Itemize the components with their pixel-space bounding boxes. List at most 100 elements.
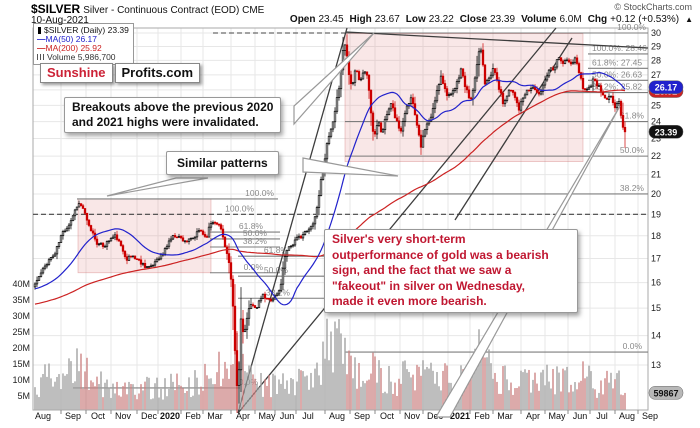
month-label: Sep: [642, 411, 658, 421]
month-label: Jul: [302, 411, 314, 421]
price-tick-label: 13: [651, 360, 661, 370]
price-tick-label: 19: [651, 209, 661, 219]
quote-volume-value: 6.0M: [559, 14, 582, 25]
month-label: Jun: [280, 411, 295, 421]
volume-tick-label: 10M: [12, 375, 30, 385]
fib-label: 100.0%: [617, 22, 646, 32]
ma50-badge: 26.17: [648, 80, 684, 94]
quote-open-value: 23.45: [318, 14, 344, 25]
quote-close-value: 23.39: [490, 14, 516, 25]
volume-tick-label: 35M: [12, 295, 30, 305]
price-tick-label: 22: [651, 151, 661, 161]
price-tick-label: 21: [651, 170, 661, 180]
month-label: Nov: [404, 411, 421, 421]
pattern-box: [77, 198, 212, 274]
volume-badge: 59867: [648, 386, 684, 400]
month-label: Aug: [619, 411, 635, 421]
callout-tail-breakouts: [293, 32, 375, 126]
quote-chg-value: +0.12 (+0.53%): [610, 14, 680, 25]
logo-sunshine: Sunshine: [40, 63, 113, 83]
quote-low-label: Low: [405, 14, 426, 25]
fib-label: 61.8%: 27.45: [592, 57, 642, 67]
quote-chg-label: Chg: [587, 14, 608, 25]
month-label: Aug: [35, 411, 51, 421]
legend-symbol-line: $SILVER (Daily) 23.39: [44, 25, 129, 35]
month-label: Apr: [526, 411, 540, 421]
fib-label: 100.0%: 28.46: [592, 43, 647, 53]
price-tick-label: 30: [651, 28, 661, 38]
quote-volume-label: Volume: [521, 14, 557, 25]
symbol-description: Silver - Continuous Contract (EOD) CME: [83, 5, 265, 16]
legend-ma50: MA(50) 26.17: [45, 34, 98, 44]
fib-label: 38.2%: [243, 236, 268, 246]
copyright: © StockCharts.com: [614, 2, 692, 12]
fib-label: 61.8%: [264, 245, 289, 255]
chart-legend: $SILVER (Daily) 23.39 —MA(50) 26.17 —MA(…: [33, 23, 134, 65]
price-tick-label: 17: [651, 253, 661, 263]
fib-label: 38.2%: 25.82: [592, 82, 642, 92]
annotation-breakouts: Breakouts above the previous 2020 and 20…: [64, 97, 282, 133]
svg-text:23.39: 23.39: [655, 127, 678, 137]
month-label: Dec: [427, 411, 444, 421]
price-tick-label: 25: [651, 100, 661, 110]
callout-tail-similar-right: [302, 157, 399, 177]
callout-tail-similar-left: [106, 177, 209, 197]
price-tick-label: 20: [651, 189, 661, 199]
volume-tick-label: 25M: [12, 327, 30, 337]
quote-high-label: High: [349, 14, 372, 25]
fib-label: 50.0%: [264, 265, 289, 275]
sunshineprofits-logo: Sunshine Profits.com: [40, 63, 201, 83]
month-label: May: [548, 411, 566, 421]
month-label: Nov: [115, 411, 132, 421]
ma50-line-icon: —: [37, 34, 46, 44]
volume-tick-label: 5M: [17, 391, 30, 401]
price-tick-label: 16: [651, 278, 661, 288]
month-label: Mar: [497, 411, 513, 421]
month-label: 2020: [160, 411, 180, 421]
price-tick-label: 27: [651, 70, 661, 80]
volume-tick-label: 15M: [12, 359, 30, 369]
annotation-similar-patterns: Similar patterns: [166, 151, 279, 175]
fib-label: 0.0%: [244, 262, 264, 272]
quote-low-value: 23.22: [428, 14, 454, 25]
pattern-box: [344, 33, 584, 162]
price-tick-label: 24: [651, 117, 661, 127]
volume-bars-icon: [37, 54, 45, 60]
change-up-arrow-icon: ▲: [685, 15, 693, 24]
fib-label: 50.0%: [620, 145, 645, 155]
month-label: Sep: [65, 411, 81, 421]
price-tick-label: 18: [651, 231, 661, 241]
volume-tick-label: 20M: [12, 343, 30, 353]
annotation-bearish-note: Silver's very short-term outperformance …: [324, 229, 578, 313]
month-label: Oct: [380, 411, 395, 421]
legend-ma200: MA(200) 25.92: [45, 43, 102, 53]
month-label: Feb: [185, 411, 201, 421]
month-label: May: [258, 411, 276, 421]
fib-label: 0.0%: [623, 341, 643, 351]
legend-volume: Volume 5,986,700: [47, 52, 116, 62]
volume-tick-label: 30M: [12, 311, 30, 321]
fib-label: 50.0%: 26.63: [592, 69, 642, 79]
volume-layer: [34, 318, 626, 410]
price-tick-label: 14: [651, 331, 661, 341]
ma200-line-icon: —: [37, 43, 46, 53]
month-label: Oct: [91, 411, 106, 421]
month-label: Feb: [474, 411, 490, 421]
price-tick-label: 28: [651, 55, 661, 65]
month-label: Aug: [329, 411, 345, 421]
svg-text:26.17: 26.17: [655, 83, 678, 93]
month-label: Sep: [354, 411, 370, 421]
ma50-line: [34, 71, 626, 306]
fib-label: 38.2%: [620, 183, 645, 193]
volume-tick-label: 40M: [12, 279, 30, 289]
month-label: Jul: [596, 411, 608, 421]
price-tick-label: 15: [651, 303, 661, 313]
month-label: Apr: [236, 411, 250, 421]
candlestick-icon: [38, 27, 41, 34]
fib-label: 61.8%: [239, 221, 264, 231]
last-price-badge: 23.39: [648, 125, 684, 139]
symbol-ticker: $SILVER: [31, 2, 81, 16]
fib-label: 50.0%: [243, 228, 268, 238]
trendline: [237, 27, 348, 414]
